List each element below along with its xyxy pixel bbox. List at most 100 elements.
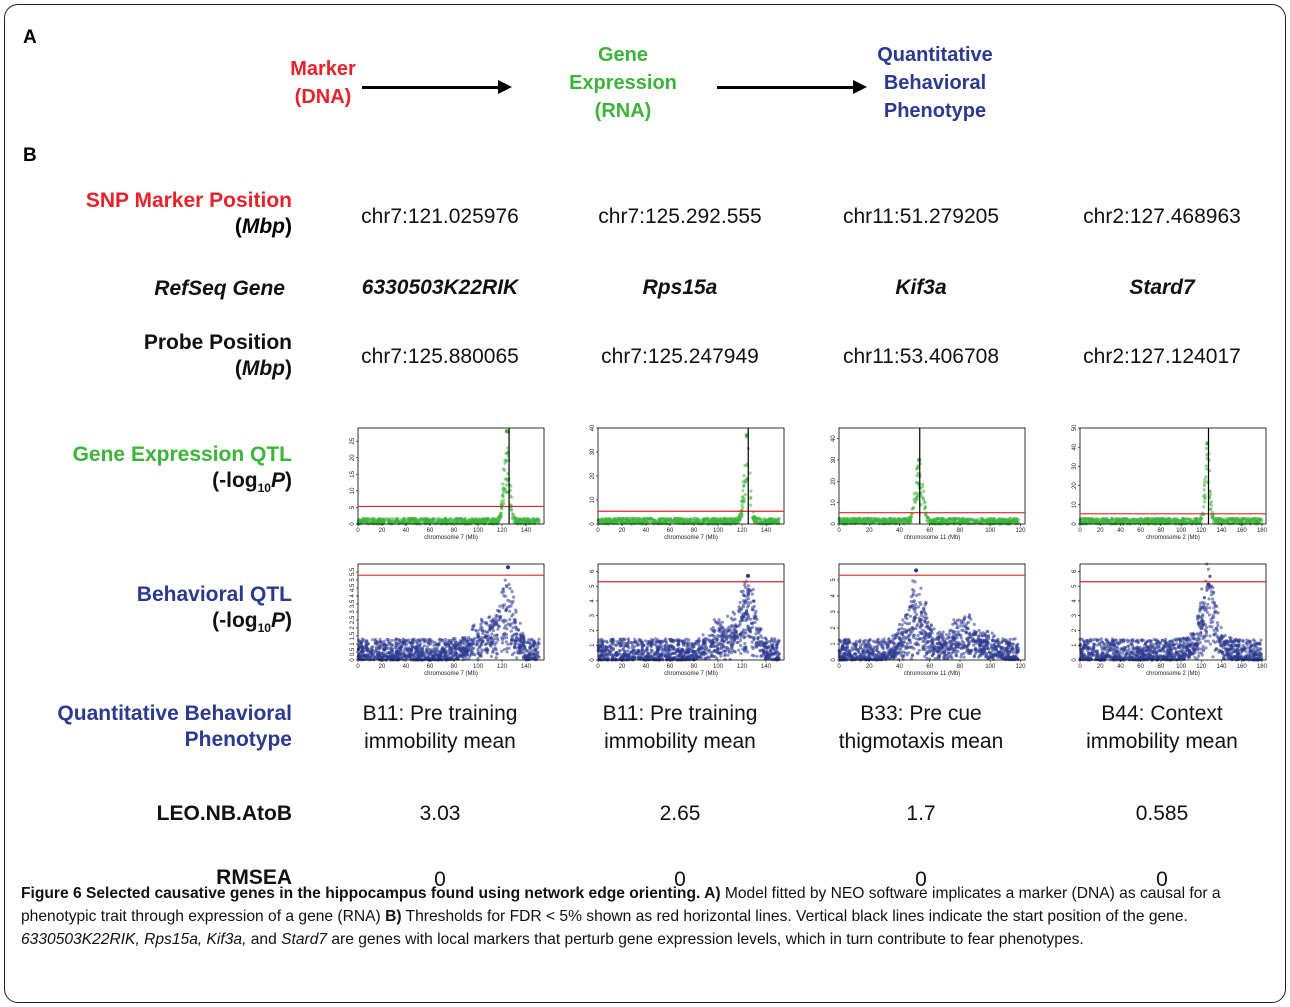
data-point bbox=[478, 645, 482, 649]
data-point bbox=[491, 622, 495, 626]
data-point bbox=[431, 654, 435, 658]
data-point bbox=[512, 651, 516, 655]
data-point bbox=[740, 503, 744, 507]
probe-line2: (Mbp) bbox=[144, 356, 292, 382]
data-point bbox=[759, 518, 763, 522]
y-tick-label: 50 bbox=[1072, 424, 1078, 431]
data-point bbox=[664, 651, 668, 655]
x-axis-label: chromosome 2 (Mb) bbox=[1146, 535, 1200, 541]
data-point bbox=[1160, 520, 1164, 524]
data-point bbox=[435, 646, 439, 650]
data-point bbox=[743, 481, 748, 485]
data-point bbox=[720, 519, 724, 523]
data-point bbox=[378, 645, 382, 649]
data-point bbox=[456, 643, 460, 648]
data-point bbox=[505, 636, 509, 640]
data-point bbox=[515, 656, 519, 660]
data-point bbox=[691, 516, 696, 520]
y-tick-label: 0 bbox=[1072, 522, 1078, 526]
data-point bbox=[453, 642, 457, 647]
data-point bbox=[1090, 517, 1094, 521]
data-point bbox=[504, 483, 509, 487]
data-point bbox=[400, 644, 404, 648]
col1-rmsea: 0 bbox=[434, 868, 446, 891]
data-point bbox=[393, 654, 397, 658]
data-point bbox=[475, 517, 479, 521]
data-point bbox=[479, 622, 483, 626]
data-point bbox=[508, 617, 512, 622]
data-point bbox=[422, 518, 426, 522]
data-point bbox=[1252, 520, 1256, 524]
x-axis-label: chromosome 7 (Mb) bbox=[424, 671, 478, 677]
data-point bbox=[468, 521, 472, 526]
data-point bbox=[495, 614, 500, 618]
data-point bbox=[518, 649, 522, 653]
data-point bbox=[510, 590, 514, 594]
data-point bbox=[1004, 519, 1009, 523]
data-point bbox=[475, 642, 479, 646]
data-point bbox=[434, 520, 438, 524]
bqtl-line2: (-log10P) bbox=[137, 608, 292, 641]
snp-unit: Mbp bbox=[241, 215, 285, 238]
col4-pheno1: B44: Context bbox=[1101, 702, 1223, 725]
data-point bbox=[1199, 520, 1203, 524]
bqtl-log-pre: (-log bbox=[212, 609, 258, 632]
row-label-probe: Probe Position (Mbp) bbox=[144, 330, 292, 382]
data-point bbox=[672, 516, 677, 520]
data-point bbox=[504, 451, 508, 455]
data-point bbox=[514, 608, 518, 612]
data-points bbox=[356, 429, 541, 526]
data-point bbox=[922, 501, 926, 505]
data-point bbox=[367, 655, 371, 659]
col1-pheno2: immobility mean bbox=[364, 730, 516, 753]
data-point bbox=[1216, 517, 1220, 521]
data-point bbox=[956, 517, 960, 521]
data-point bbox=[512, 515, 516, 519]
data-point bbox=[749, 503, 753, 507]
data-point bbox=[375, 519, 379, 523]
data-point bbox=[706, 518, 710, 522]
data-point bbox=[611, 637, 615, 641]
data-point bbox=[382, 654, 386, 658]
col1-leo: 3.03 bbox=[419, 802, 461, 825]
data-point bbox=[398, 649, 402, 653]
data-point bbox=[502, 633, 506, 638]
data-point bbox=[375, 640, 379, 644]
x-axis-label: chromosome 11 (Mb) bbox=[904, 535, 961, 541]
data-point bbox=[731, 610, 735, 614]
data-point bbox=[1234, 516, 1238, 520]
data-point bbox=[503, 458, 507, 462]
data-point bbox=[489, 654, 494, 659]
data-point bbox=[492, 628, 496, 633]
data-point bbox=[508, 622, 512, 626]
data-point bbox=[416, 653, 421, 657]
data-point bbox=[494, 517, 499, 521]
data-point bbox=[1136, 517, 1140, 521]
data-points bbox=[596, 573, 781, 662]
data-point bbox=[525, 516, 529, 521]
data-point bbox=[657, 520, 661, 525]
data-point bbox=[1167, 520, 1171, 524]
data-point bbox=[684, 517, 689, 521]
data-point bbox=[443, 518, 447, 522]
data-point bbox=[646, 643, 650, 647]
data-point bbox=[503, 461, 507, 465]
col1-probe: chr7:125.880065 bbox=[361, 345, 519, 368]
data-point bbox=[400, 652, 404, 656]
y-tick-label: 15 bbox=[350, 470, 356, 477]
data-point bbox=[741, 495, 745, 499]
data-point bbox=[394, 637, 398, 641]
data-point bbox=[1014, 519, 1018, 523]
data-point bbox=[742, 474, 746, 478]
data-point bbox=[1194, 517, 1198, 521]
data-point bbox=[508, 599, 512, 603]
data-point bbox=[1234, 520, 1238, 524]
data-point bbox=[611, 648, 615, 652]
data-point bbox=[1011, 517, 1015, 521]
data-point bbox=[740, 618, 745, 622]
gene-expression-label: Gene Expression (RNA) bbox=[548, 41, 698, 125]
data-point bbox=[373, 517, 377, 521]
data-point bbox=[1202, 505, 1206, 509]
data-point bbox=[498, 513, 502, 517]
x-tick-label: 80 bbox=[691, 528, 698, 534]
